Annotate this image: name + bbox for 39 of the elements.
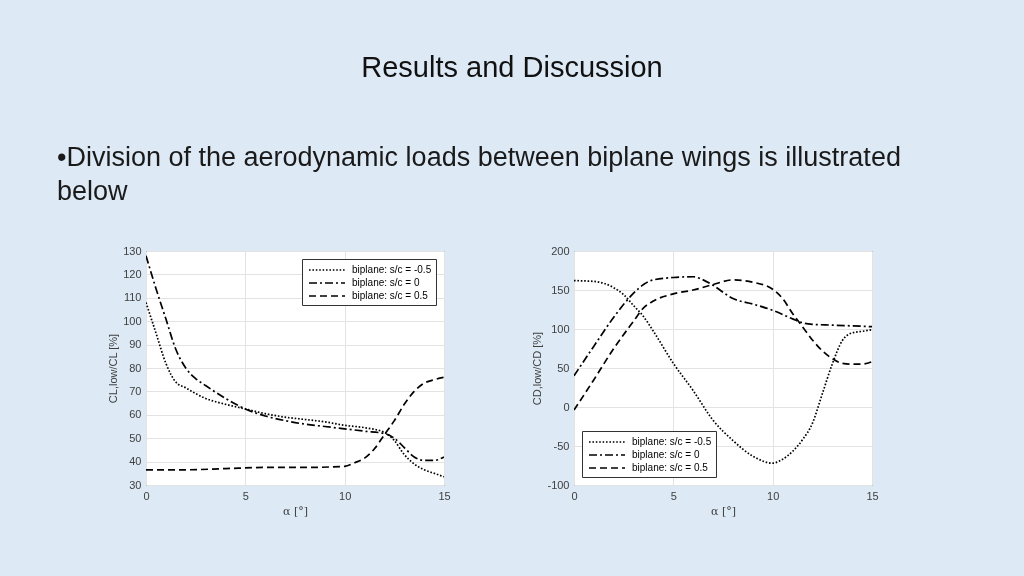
x-tick-label: 15 <box>438 489 451 502</box>
x-tick-label: 10 <box>339 489 352 502</box>
y-tick-label: 80 <box>129 361 142 374</box>
legend-label: biplane: s/c = 0 <box>632 449 700 460</box>
legend-label: biplane: s/c = 0.5 <box>352 290 429 301</box>
x-axis-title: α [°] <box>710 504 737 518</box>
y-tick-label: 200 <box>551 244 570 257</box>
y-tick-label: 40 <box>129 455 142 468</box>
y-axis-title: CL,low/CL [%] <box>107 333 120 404</box>
y-tick-label: 90 <box>129 338 142 351</box>
x-tick-label: 0 <box>571 489 578 502</box>
x-tick-label: 10 <box>767 489 780 502</box>
legend-label: biplane: s/c = -0.5 <box>352 264 432 275</box>
y-tick-label: -100 <box>547 478 570 491</box>
legend-label: biplane: s/c = -0.5 <box>632 436 712 447</box>
y-tick-label: 110 <box>123 291 142 304</box>
x-tick-label: 15 <box>866 489 879 502</box>
y-tick-label: -50 <box>553 439 570 452</box>
y-tick-label: 50 <box>129 431 142 444</box>
y-tick-label: 50 <box>557 361 570 374</box>
y-tick-label: 30 <box>129 478 142 491</box>
y-tick-label: 120 <box>123 267 142 280</box>
x-tick-label: 0 <box>143 489 150 502</box>
y-tick-label: 100 <box>551 322 570 335</box>
y-tick-label: 60 <box>129 408 142 421</box>
legend-label: biplane: s/c = 0 <box>352 277 420 288</box>
y-tick-label: 130 <box>123 244 142 257</box>
y-axis-title: CD,low/CD [%] <box>531 331 544 406</box>
x-tick-label: 5 <box>242 489 249 502</box>
y-tick-label: 70 <box>129 384 142 397</box>
y-tick-label: 100 <box>123 314 142 327</box>
legend-label: biplane: s/c = 0.5 <box>632 462 709 473</box>
x-tick-label: 5 <box>670 489 677 502</box>
x-axis-title: α [°] <box>282 504 309 518</box>
y-tick-label: 0 <box>563 400 570 413</box>
y-tick-label: 150 <box>551 283 570 296</box>
line-series <box>574 279 872 465</box>
chart-subtitle: •Division of the aerodynamic loads between biplane wings is illustrated below <box>57 142 901 206</box>
text: Results and Discussion <box>361 51 663 83</box>
